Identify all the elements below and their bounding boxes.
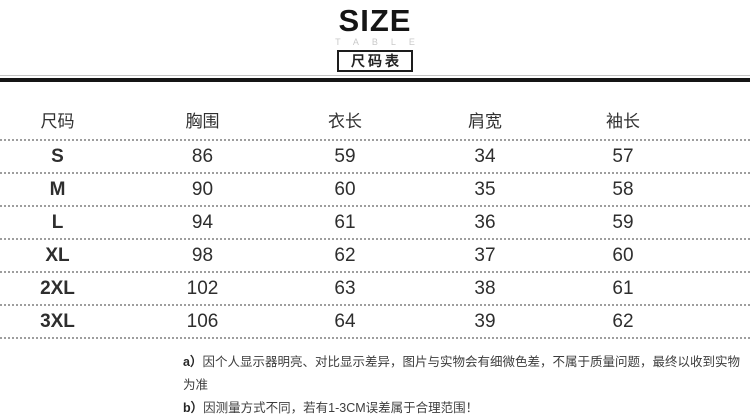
length-value: 59 [334,145,356,167]
table-row-xl: XL 98 62 37 60 [0,240,750,273]
table-row-m: M 90 60 35 58 [0,174,750,207]
chest-value: 98 [191,244,214,266]
divider-thick [0,78,750,82]
sleeve-value: 61 [612,277,634,299]
sleeve-value: 57 [612,145,634,167]
column-header-shoulder: 肩宽 [468,111,502,131]
size-label: 3XL [40,310,75,332]
shoulder-value: 34 [474,145,496,167]
shoulder-value: 35 [474,178,496,200]
footnote-a-label: a） [183,355,203,369]
sleeve-value: 59 [612,211,634,233]
size-title: SIZE [338,3,412,38]
table-row-2xl: 2XL 102 63 38 61 [0,273,750,306]
sleeve-value: 60 [612,244,634,266]
length-value: 61 [334,211,356,233]
footnote-a: a）因个人显示器明亮、对比显示差异，图片与实物会有细微色差，不属于质量问题，最终… [183,351,750,397]
size-badge: 尺码表 [337,50,413,72]
footnote-b-text: 因测量方式不同，若有1-3CM误差属于合理范围！ [203,401,479,415]
size-label: L [51,211,64,233]
shoulder-value: 36 [474,211,496,233]
size-table: 尺码 胸围 衣长 肩宽 袖长 S 86 59 34 57 M 90 60 35 … [0,99,750,339]
table-row-s: S 86 59 34 57 [0,141,750,174]
size-label: M [49,178,66,200]
shoulder-value: 38 [474,277,496,299]
column-header-size: 尺码 [40,111,75,131]
footnotes: a）因个人显示器明亮、对比显示差异，图片与实物会有细微色差，不属于质量问题，最终… [183,351,750,420]
table-header-row: 尺码 胸围 衣长 肩宽 袖长 [0,99,750,141]
divider-thin [0,75,750,76]
chest-value: 90 [191,178,214,200]
table-row-l: L 94 61 36 59 [0,207,750,240]
length-value: 63 [334,277,356,299]
shoulder-value: 37 [474,244,496,266]
footnote-b: b）因测量方式不同，若有1-3CM误差属于合理范围！ [183,397,750,420]
chart-header: SIZE TABLE 尺码表 [0,0,750,72]
column-header-length: 衣长 [328,111,362,131]
length-value: 62 [334,244,356,266]
chest-value: 102 [186,277,219,299]
footnote-a-text: 因个人显示器明亮、对比显示差异，图片与实物会有细微色差，不属于质量问题，最终以收… [183,355,740,392]
chest-value: 94 [191,211,214,233]
column-header-chest: 胸围 [185,111,220,131]
sleeve-value: 58 [612,178,634,200]
length-value: 60 [334,178,356,200]
chest-value: 86 [191,145,214,167]
size-label: 2XL [40,277,75,299]
size-label: S [51,145,64,167]
chest-value: 106 [186,310,219,332]
length-value: 64 [334,310,356,332]
sleeve-value: 62 [612,310,634,332]
badge-wrap: 尺码表 [0,47,750,72]
table-subtitle: TABLE [335,37,428,47]
size-label: XL [45,244,70,266]
shoulder-value: 39 [474,310,496,332]
table-row-3xl: 3XL 106 64 39 62 [0,306,750,339]
column-header-sleeve: 袖长 [606,111,640,131]
footnote-b-label: b） [183,401,204,415]
